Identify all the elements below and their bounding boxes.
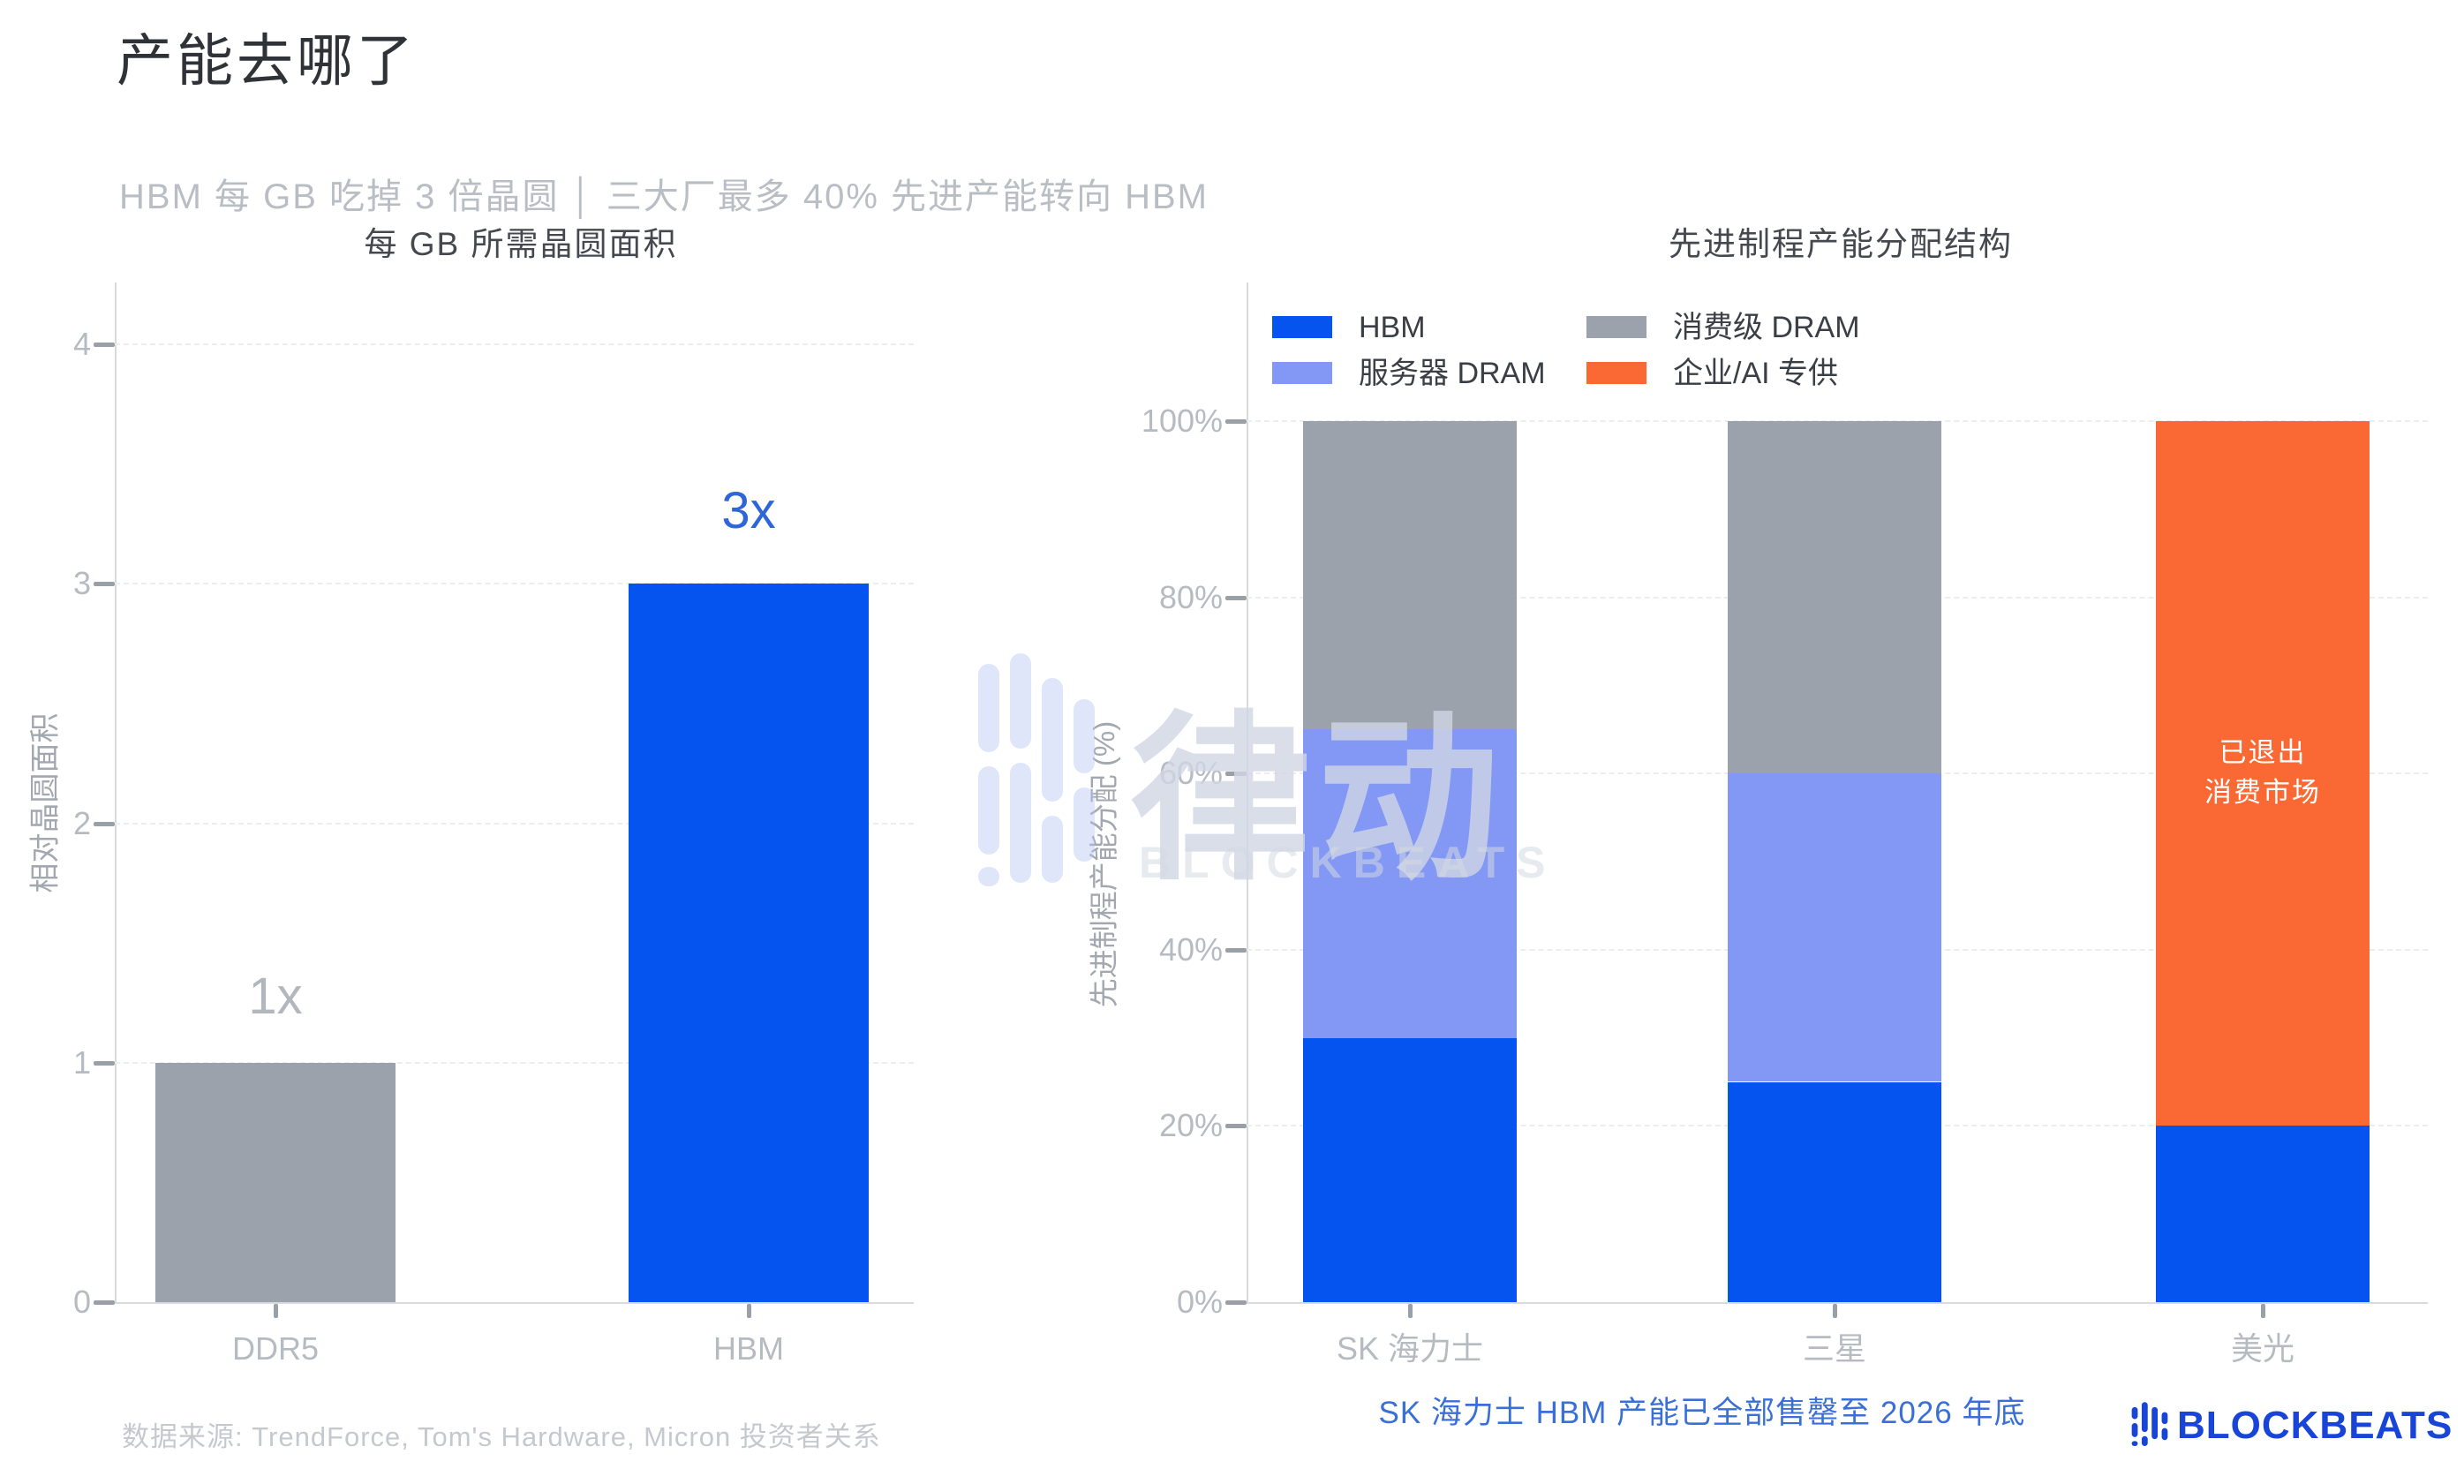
left-y-tick-label: 4 [72, 326, 91, 363]
right-y-tick-label: 100% [1141, 403, 1223, 439]
right-y-tick-label: 40% [1158, 930, 1223, 968]
right-chart-segment-服务器 DRAM [1303, 729, 1517, 1038]
left-chart-category-ddr5: DDR5 [231, 1330, 319, 1367]
left-y-tick-mark [94, 821, 115, 826]
blockbeats-logo-icon [2131, 1400, 2168, 1450]
right-y-tick-mark [1225, 947, 1247, 953]
right-x-tick-mark [1408, 1304, 1413, 1318]
blockbeats-logo: BLOCKBEATS [2131, 1400, 2453, 1450]
legend-label-hbm: HBM [1359, 311, 1426, 344]
legend-swatch-consumer-dram [1586, 316, 1646, 338]
right-y-tick-label: 0% [1176, 1284, 1223, 1320]
left-chart-y-axis-title: 相对晶圆面积 [28, 712, 63, 893]
right-chart-segment-HBM [1303, 1037, 1517, 1302]
right-chart-y-axis-title: 先进制程产能分配 (%) [1088, 720, 1120, 1008]
right-chart-segment-消费级 DRAM [1728, 421, 1941, 774]
left-chart-title: 每 GB 所需晶圆面积 [364, 226, 678, 262]
micron-exit-note-line1: 已退出 [2219, 737, 2307, 768]
right-chart-category-samsung: 三星 [1802, 1330, 1866, 1367]
left-y-tick-mark [94, 343, 115, 348]
left-chart-y-axis-spine [115, 282, 117, 1304]
right-y-tick-label: 80% [1158, 578, 1223, 615]
micron-exit-note-line2: 消费市场 [2204, 777, 2321, 808]
left-chart-category-hbm: HBM [713, 1330, 784, 1367]
page-subtitle: HBM 每 GB 吃掉 3 倍晶圆 │ 三大厂最多 40% 先进产能转向 HBM [119, 177, 1209, 216]
right-x-tick-mark [1833, 1304, 1837, 1318]
legend-label-enterprise-ai: 企业/AI 专供 [1673, 357, 1839, 390]
right-chart-title: 先进制程产能分配结构 [1669, 226, 2013, 262]
right-chart-category-sk-hynix: SK 海力士 [1336, 1330, 1484, 1367]
right-chart-y-axis-spine [1247, 282, 1248, 1304]
source-note: 数据来源: TrendForce, Tom's Hardware, Micron… [122, 1421, 881, 1452]
right-y-tick-mark [1225, 419, 1247, 424]
micron-exit-note: 已退出 消费市场 [2156, 733, 2370, 812]
left-y-tick-mark [94, 1060, 115, 1066]
right-chart-segment-HBM [1728, 1081, 1941, 1302]
right-chart-segment-企业/AI 专供 [2156, 421, 2370, 1126]
right-chart-segment-服务器 DRAM [1728, 773, 1941, 1082]
left-y-tick-label: 1 [72, 1043, 91, 1081]
legend-label-server-dram: 服务器 DRAM [1359, 357, 1546, 390]
right-chart-x-axis-spine [1247, 1302, 2428, 1304]
sellout-annotation: SK 海力士 HBM 产能已全部售罄至 2026 年底 [1378, 1396, 2026, 1430]
right-y-tick-label: 60% [1158, 755, 1223, 792]
left-y-tick-mark [94, 1300, 115, 1305]
right-chart-segment-消费级 DRAM [1303, 421, 1517, 730]
left-y-tick-label: 2 [72, 804, 91, 841]
right-y-tick-mark [1225, 1300, 1247, 1305]
left-chart-bar-ddr5 [155, 1062, 396, 1302]
left-chart-bar-hbm [629, 584, 869, 1302]
right-y-tick-mark [1225, 1124, 1247, 1129]
page-title: 产能去哪了 [117, 29, 417, 93]
left-chart-bar-value-label: 3x [721, 482, 776, 539]
left-x-tick-mark [274, 1304, 278, 1318]
right-y-tick-label: 20% [1158, 1107, 1223, 1144]
left-gridline [115, 583, 914, 585]
left-y-tick-label: 3 [72, 565, 91, 602]
left-y-tick-label: 0 [72, 1284, 91, 1320]
left-gridline [115, 822, 914, 825]
right-chart-category-micron: 美光 [2230, 1330, 2294, 1367]
left-chart-bar-value-label: 1x [248, 968, 303, 1025]
right-chart-segment-HBM [2156, 1126, 2370, 1302]
left-x-tick-mark [747, 1304, 751, 1318]
legend-swatch-hbm [1272, 316, 1332, 338]
right-x-tick-mark [2261, 1304, 2265, 1318]
left-y-tick-mark [94, 582, 115, 587]
left-chart-x-axis-spine [115, 1302, 914, 1304]
left-gridline [115, 343, 914, 346]
right-y-tick-mark [1225, 772, 1247, 777]
legend-swatch-server-dram [1272, 362, 1332, 384]
right-y-tick-mark [1225, 595, 1247, 600]
legend-label-consumer-dram: 消费级 DRAM [1673, 311, 1860, 344]
legend-swatch-enterprise-ai [1586, 362, 1646, 384]
blockbeats-logo-text: BLOCKBEATS [2177, 1403, 2453, 1447]
left-gridline [115, 1061, 914, 1064]
